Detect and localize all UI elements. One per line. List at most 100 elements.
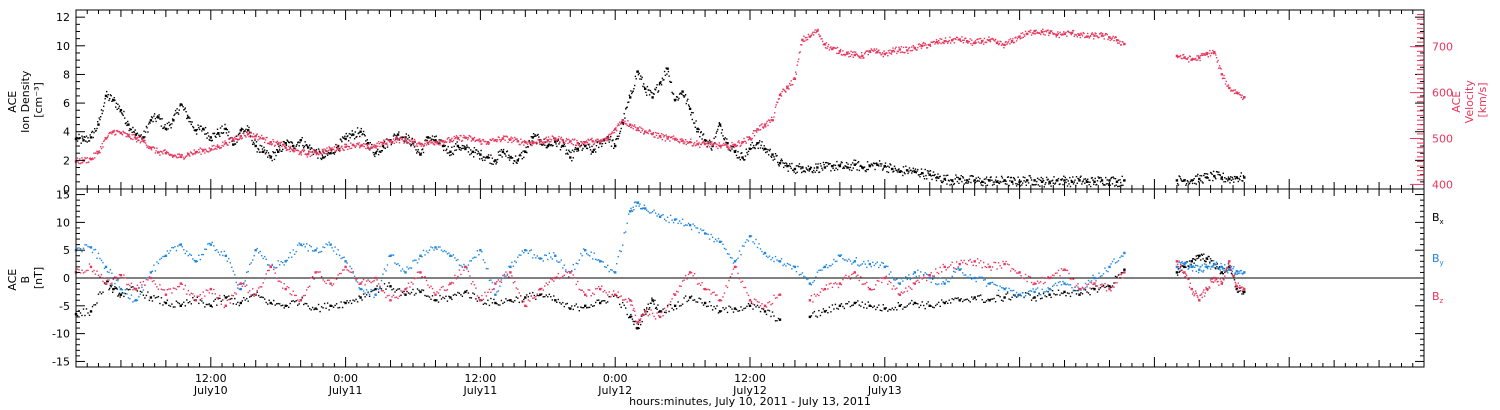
data-point — [500, 279, 503, 281]
data-point — [776, 320, 778, 322]
data-point — [958, 299, 961, 302]
data-point — [755, 144, 757, 146]
data-point — [514, 136, 516, 139]
data-point — [1035, 288, 1037, 290]
data-point — [191, 152, 193, 155]
data-point — [526, 294, 528, 296]
data-point — [1212, 49, 1214, 52]
data-point — [85, 244, 88, 246]
data-point — [425, 140, 427, 142]
data-point — [121, 277, 124, 279]
data-point — [78, 269, 80, 271]
data-point — [526, 141, 528, 144]
data-point — [723, 247, 726, 250]
data-point — [446, 138, 449, 140]
data-point — [632, 128, 634, 130]
data-point — [987, 39, 989, 42]
data-point — [787, 170, 789, 172]
data-point — [338, 147, 341, 150]
data-point — [204, 248, 206, 250]
data-point — [614, 144, 617, 148]
data-point — [866, 307, 868, 309]
data-point — [902, 46, 905, 49]
data-point — [556, 301, 558, 303]
data-point — [1209, 50, 1211, 52]
data-point — [78, 133, 80, 136]
data-point — [1114, 178, 1117, 180]
data-point — [1186, 180, 1189, 182]
data-point — [91, 251, 94, 254]
data-point — [213, 300, 215, 302]
data-point — [688, 107, 692, 110]
data-point — [488, 279, 491, 282]
data-point — [1117, 185, 1119, 188]
data-point — [1199, 254, 1201, 257]
data-point — [339, 149, 342, 152]
data-point — [149, 119, 153, 122]
data-point — [118, 107, 120, 109]
data-point — [625, 231, 627, 233]
data-point — [1021, 184, 1023, 186]
data-point — [658, 135, 662, 138]
data-point — [908, 46, 911, 49]
data-point — [710, 233, 712, 236]
data-point — [309, 151, 311, 153]
data-point — [1063, 31, 1065, 33]
data-point — [675, 98, 677, 101]
data-point — [703, 301, 707, 305]
data-point — [1237, 180, 1239, 183]
data-point — [369, 142, 371, 144]
data-point — [540, 139, 542, 141]
data-point — [954, 178, 956, 180]
data-point — [923, 178, 926, 180]
data-point — [770, 258, 772, 261]
data-point — [490, 139, 493, 142]
data-point — [93, 249, 95, 251]
data-point — [297, 150, 300, 152]
data-point — [528, 140, 530, 142]
data-point — [1081, 181, 1084, 183]
data-point — [141, 286, 143, 288]
data-point — [514, 155, 517, 157]
data-point — [609, 137, 611, 139]
data-point — [126, 124, 128, 127]
data-point — [972, 277, 974, 279]
data-point — [870, 163, 872, 165]
data-point — [901, 51, 903, 53]
data-point — [171, 303, 173, 305]
data-point — [155, 120, 157, 123]
data-point — [1205, 52, 1208, 56]
data-point — [358, 287, 360, 289]
data-point — [821, 269, 823, 271]
data-point — [752, 132, 754, 135]
data-point — [668, 310, 670, 313]
data-point — [1213, 262, 1216, 266]
data-point — [864, 303, 866, 305]
data-point — [430, 139, 432, 142]
data-point — [557, 138, 559, 140]
data-point — [905, 276, 907, 278]
data-point — [404, 141, 406, 143]
data-point — [579, 146, 581, 148]
data-point — [973, 276, 976, 280]
data-point — [626, 106, 628, 108]
data-point — [123, 131, 125, 134]
data-point — [430, 298, 432, 300]
data-point — [515, 138, 517, 140]
data-point — [290, 141, 292, 143]
data-point — [85, 135, 88, 137]
data-point — [677, 140, 679, 143]
data-point — [1219, 272, 1221, 275]
data-point — [896, 50, 899, 52]
data-point — [296, 144, 298, 146]
data-point — [752, 308, 754, 310]
data-point — [534, 134, 536, 136]
data-point — [1015, 185, 1018, 187]
data-point — [511, 141, 513, 144]
data-point — [443, 143, 445, 145]
data-point — [280, 305, 282, 307]
data-point — [1084, 178, 1087, 180]
data-point — [499, 139, 501, 141]
